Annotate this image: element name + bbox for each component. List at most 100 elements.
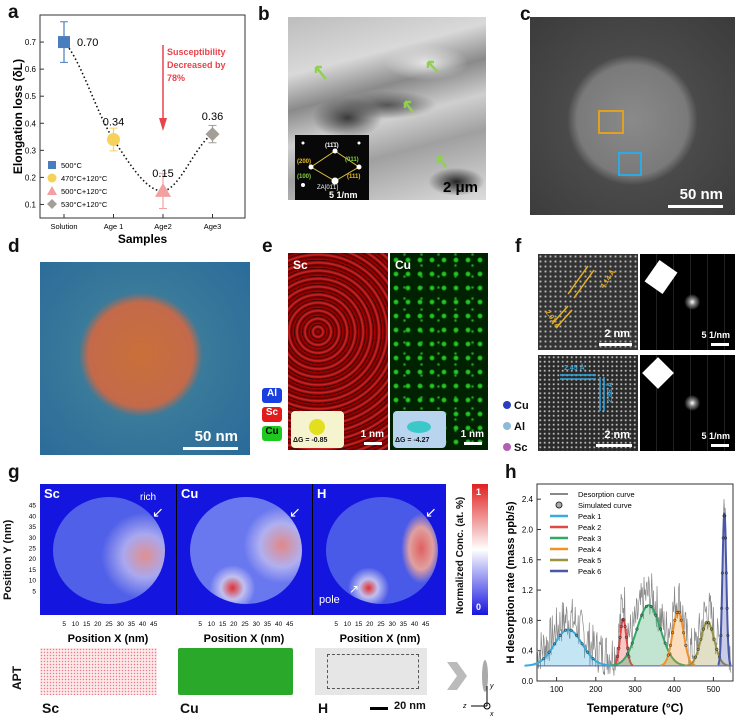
panel-label-b: b [258, 4, 270, 25]
highlight-box-orange [598, 110, 624, 134]
x-tick-label: 45 [286, 621, 294, 628]
legend-marker [47, 186, 57, 195]
scale-bar-label: 1 nm [360, 429, 384, 440]
legend-label: 500°C [61, 161, 83, 170]
simulated-point [622, 618, 626, 622]
h-concentration-map: H ↙ pole ↗ [312, 484, 446, 615]
scale-bar [711, 444, 729, 447]
y-tick-label: 35 [29, 524, 37, 531]
delta-g-value: ΔG = -0.85 [293, 437, 328, 444]
simulated-point [644, 604, 648, 608]
spot-label: (011) [345, 157, 359, 163]
peak-curve [524, 628, 612, 667]
simulated-point [547, 650, 551, 654]
sc-map: Sc ΔG = -0.85 1 nm [288, 253, 388, 450]
arrow-icon: ↙ [289, 504, 301, 520]
x-tick-label: 35 [128, 621, 136, 628]
peak-curve [717, 512, 732, 666]
y-tick-label: 0.2 [25, 173, 37, 182]
axis-z-label: z [462, 703, 467, 710]
legend-sc: Sc [503, 438, 529, 459]
scale-bar-label: 2 nm [604, 328, 630, 340]
legend-marker [47, 199, 57, 209]
x-tick-label: 100 [550, 685, 564, 694]
colorbar: 1 0 [472, 484, 488, 615]
x-tick-label: 40 [411, 621, 419, 628]
simulated-point [666, 653, 670, 657]
hrtem-image-top: 4.14 Å 2.91 Å 2 nm [538, 254, 638, 350]
data-label: 0.15 [152, 168, 173, 180]
simulated-point [677, 610, 681, 614]
apt-row-label: APT [10, 666, 24, 690]
simulated-point [724, 571, 728, 575]
cu-map: Cu ΔG = -4.27 1 nm [390, 253, 488, 450]
simulated-point [671, 631, 675, 635]
y-tick-label: 15 [29, 567, 37, 574]
apt-cu-reconstruction [178, 648, 293, 695]
legend-al: Al [503, 417, 529, 438]
charge-density-icon [407, 421, 431, 433]
x-tick-label: 10 [72, 621, 80, 628]
colorbar-label: Normalized Conc. (at. %) [455, 496, 466, 614]
scale-bar [711, 343, 729, 346]
charge-density-icon [309, 419, 325, 435]
panel-label-c: c [520, 4, 531, 25]
x-tick-label: 5 [62, 621, 66, 628]
atom-legend: Cu Al Sc [503, 396, 529, 459]
x-tick-label: 400 [668, 685, 682, 694]
x-axis-label: Position X (nm) [340, 633, 421, 645]
simulated-point [701, 627, 706, 631]
chart-h: 100 200 300 400 500 0.0 0.4 0.8 1.2 1.6 2.0 2.4 Temp… [505, 483, 734, 715]
scale-bar [183, 447, 238, 450]
map-element-label: Sc [293, 258, 308, 272]
x-tick-label: 40 [139, 621, 147, 628]
simulated-point [623, 625, 627, 629]
scale-bar [599, 343, 632, 346]
desorption-curve [536, 499, 732, 676]
scale-bar [668, 205, 723, 208]
x-tick-label: 15 [355, 621, 363, 628]
y-axis-label: H desorption rate (mass ppb/s) [505, 501, 517, 663]
spot-label: (200) [297, 159, 311, 165]
map-element-label: Sc [44, 486, 60, 501]
legend-cu: Cu [503, 396, 529, 417]
colorbar-max: 1 [476, 487, 482, 497]
x-tick-label: 500 [707, 685, 721, 694]
x-axis-label: Position X (nm) [68, 633, 149, 645]
scale-bar-label: 50 nm [194, 428, 238, 445]
scale-bar-label: 20 nm [394, 700, 426, 712]
rich-annotation: rich [140, 492, 157, 503]
inset-scale: 5 1/nm [329, 190, 358, 200]
spot-label: (100) [297, 174, 311, 180]
simulated-point [630, 641, 634, 645]
x-tick-label: 35 [400, 621, 408, 628]
panel-label-g: g [8, 462, 20, 483]
scale-bar [596, 444, 632, 447]
x-tick-label: 45 [150, 621, 158, 628]
map-element-label: Cu [181, 486, 199, 501]
simulated-point [707, 621, 711, 625]
data-point-square [58, 36, 70, 49]
legend-al: Al [262, 388, 282, 403]
x-tick-label: 20 [230, 621, 238, 628]
legend-label: Peak 1 [578, 512, 601, 521]
y-tick-label: 1.2 [522, 586, 534, 595]
simulated-point [725, 606, 729, 610]
simulated-point [624, 635, 628, 639]
map-element-label: Cu [395, 258, 411, 272]
simulated-point [640, 613, 644, 617]
x-tick-label: Age 1 [104, 222, 124, 231]
annotation-text: Susceptibility [167, 47, 226, 57]
y-tick-label: 0.3 [25, 146, 37, 155]
structure-inset: ΔG = -0.85 [291, 411, 344, 448]
arrow-icon: ↙ [152, 504, 164, 520]
tem-image: (11̄1̄) (200) (011) (100) (111) ZA[01̄1]… [288, 17, 486, 200]
legend-label: 530°C+120°C [61, 200, 108, 209]
plot-frame [39, 14, 246, 219]
legend-marker [555, 501, 563, 509]
legend-marker [48, 161, 56, 169]
panel-label-f: f [515, 236, 522, 257]
simulated-point [658, 627, 663, 631]
scale-bar [464, 442, 482, 445]
legend-label: Peak 2 [578, 523, 601, 532]
